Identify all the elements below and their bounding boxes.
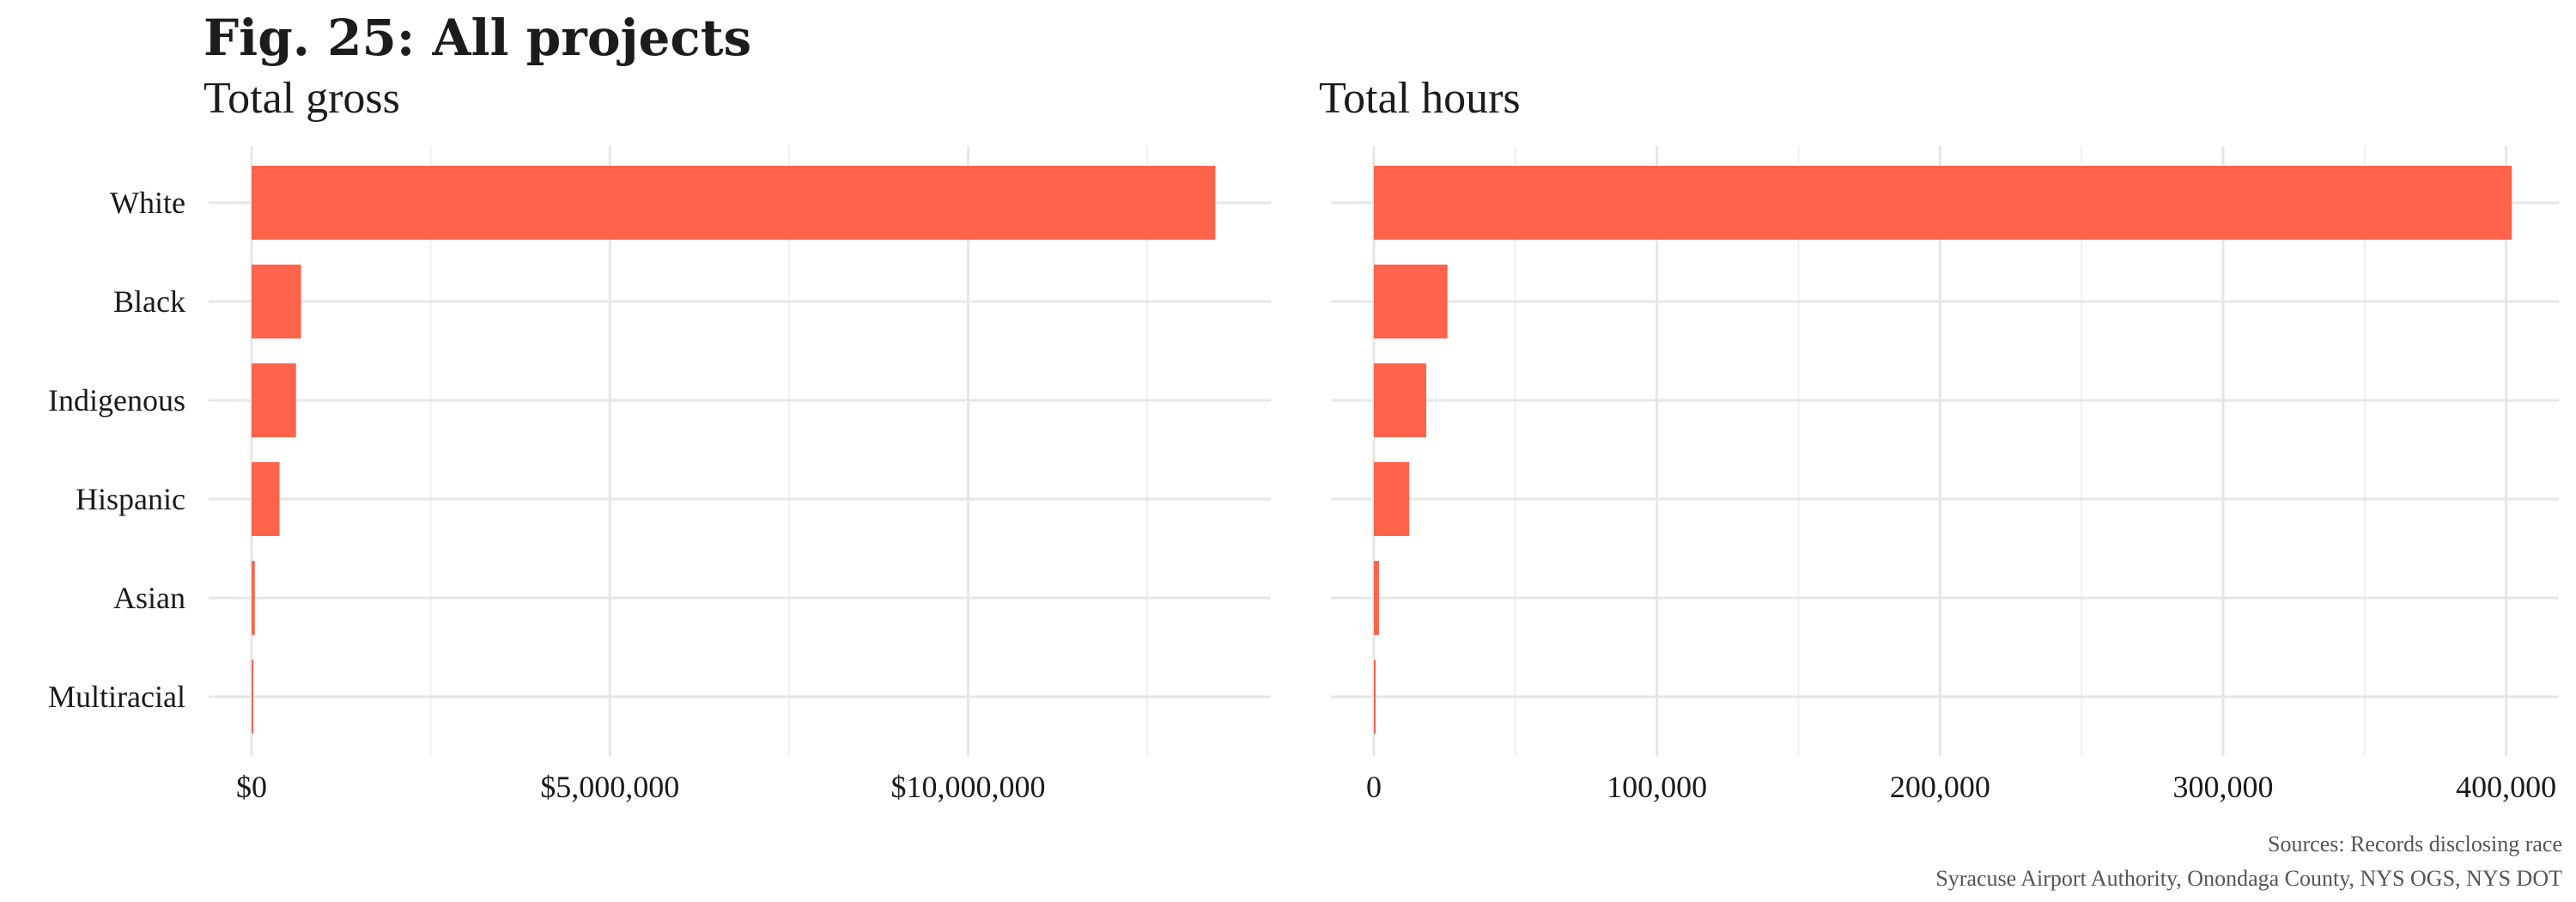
bar-gross-white [252, 166, 1216, 240]
x-tick-label-hours: 300,000 [2172, 770, 2273, 804]
x-tick-label-hours: 100,000 [1607, 770, 1707, 804]
x-tick-label-hours: 400,000 [2456, 770, 2556, 804]
category-label-hispanic: Hispanic [76, 482, 185, 516]
x-tick-label-gross: $5,000,000 [540, 770, 679, 804]
bar-hours-asian [1374, 561, 1379, 635]
bar-gross-multiracial [252, 660, 253, 734]
bar-gross-indigenous [252, 363, 296, 437]
category-label-indigenous: Indigenous [48, 383, 185, 417]
caption-agencies: Syracuse Airport Authority, Onondaga Cou… [1935, 866, 2562, 891]
x-tick-label-hours: 0 [1366, 770, 1382, 804]
category-label-black: Black [113, 284, 185, 319]
bar-hours-white [1374, 166, 2512, 240]
category-label-white: White [110, 186, 185, 220]
x-tick-label-gross: $0 [236, 770, 267, 804]
caption-sources: Sources: Records disclosing race [2268, 832, 2562, 856]
category-label-asian: Asian [113, 581, 185, 615]
bar-gross-black [252, 265, 301, 338]
panel-title-hours: Total hours [1319, 74, 1521, 123]
bar-hours-black [1374, 265, 1448, 338]
bar-hours-multiracial [1374, 660, 1376, 734]
bar-gross-asian [252, 561, 255, 635]
bar-hours-hispanic [1374, 462, 1410, 536]
x-tick-label-hours: 200,000 [1890, 770, 1990, 804]
figure-title: Fig. 25: All projects [204, 9, 752, 67]
bar-hours-indigenous [1374, 363, 1426, 437]
category-label-multiracial: Multiracial [48, 680, 185, 714]
bar-gross-hispanic [252, 462, 280, 536]
x-tick-label-gross: $10,000,000 [891, 770, 1046, 804]
panel-title-gross: Total gross [204, 74, 400, 123]
